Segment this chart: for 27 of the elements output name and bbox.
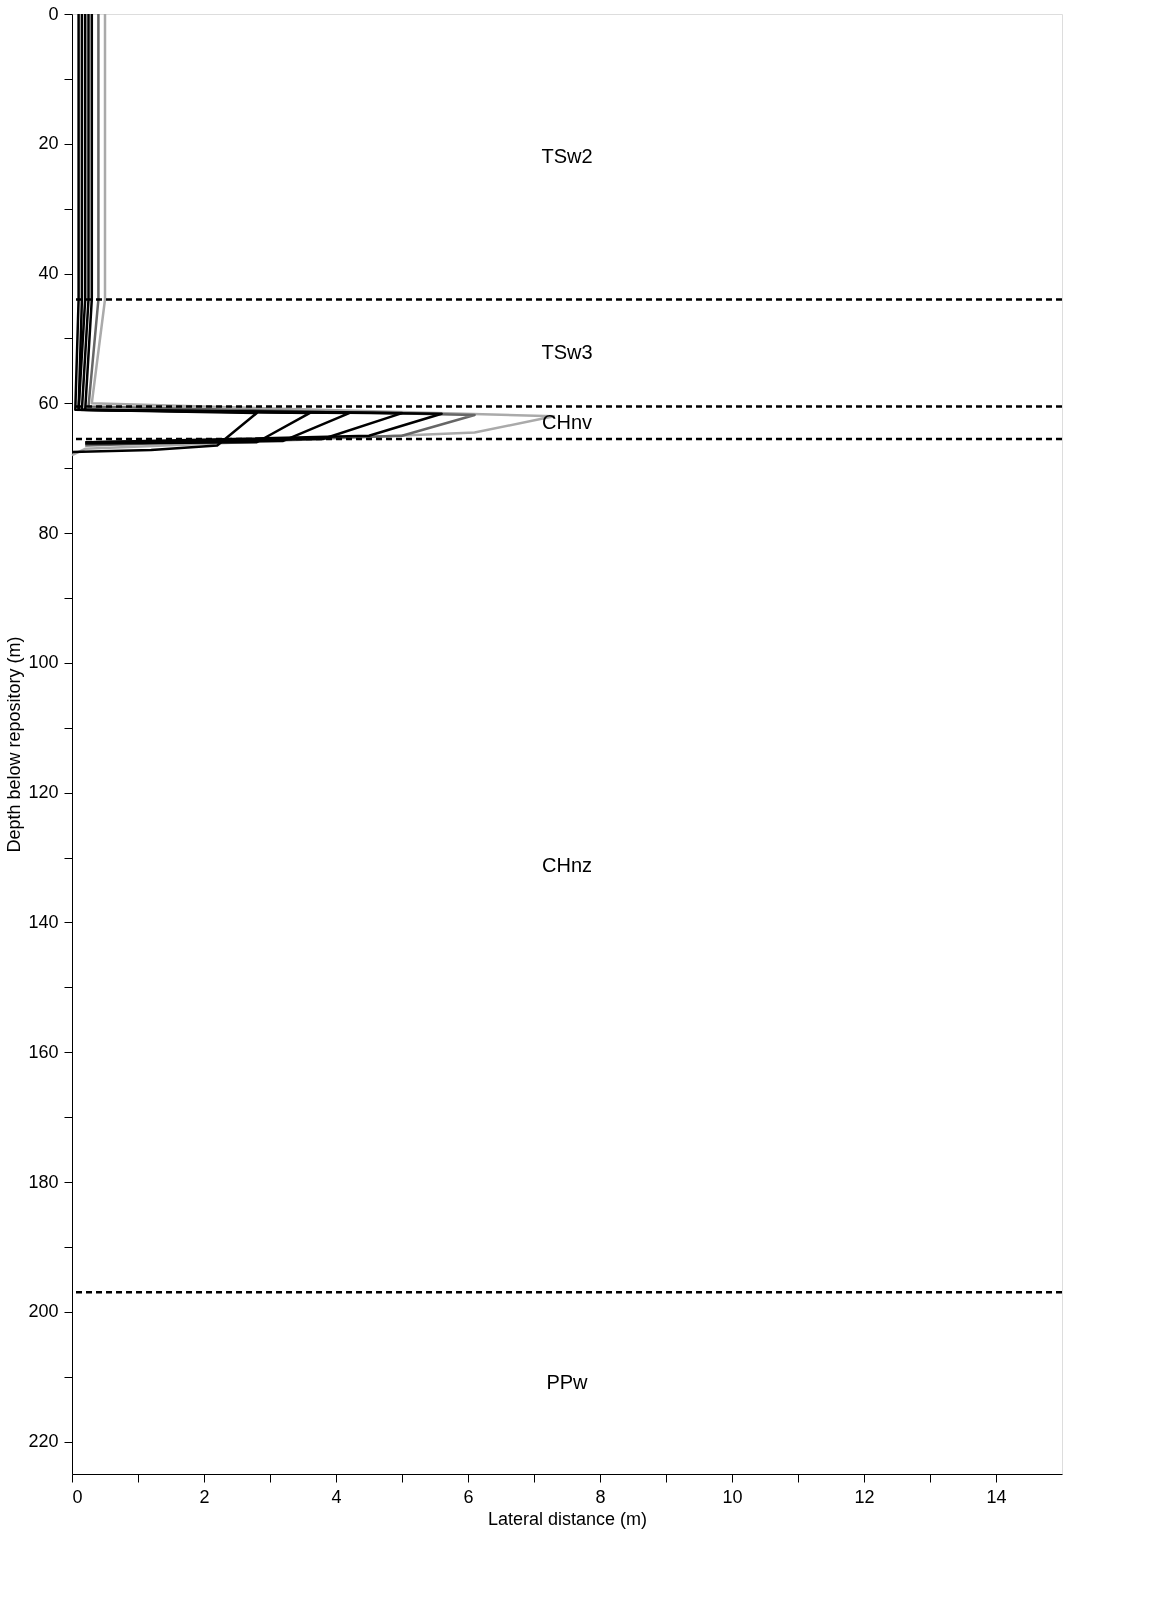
- y-tick-label: 100: [28, 652, 59, 673]
- y-tick-label: 140: [28, 911, 59, 932]
- x-tick-label: 0: [72, 1486, 83, 1507]
- y-tick-label: 220: [28, 1431, 59, 1452]
- y-axis-title: Depth below repository (m): [4, 636, 25, 853]
- x-tick-label: 2: [199, 1486, 210, 1507]
- x-tick-label: 12: [854, 1486, 875, 1507]
- annotation: CHnv: [541, 410, 593, 433]
- x-tick-label: 4: [331, 1486, 342, 1507]
- y-tick-label: 20: [38, 133, 59, 154]
- x-tick-label: 10: [722, 1486, 743, 1507]
- annotation: TSw2: [541, 144, 593, 167]
- x-tick-label: 8: [595, 1486, 606, 1507]
- y-tick-label: 0: [48, 3, 59, 24]
- y-tick-label: 120: [28, 782, 59, 803]
- annotation: PPw: [546, 1371, 589, 1394]
- y-tick-label: 180: [28, 1171, 59, 1192]
- y-tick-label: 200: [28, 1301, 59, 1322]
- annotation: CHnz: [541, 853, 593, 876]
- x-axis-title: Lateral distance (m): [487, 1508, 648, 1529]
- y-tick-label: 80: [38, 522, 59, 543]
- y-tick-label: 60: [38, 392, 59, 413]
- x-tick-label: 6: [463, 1486, 474, 1507]
- x-tick-label: 14: [986, 1486, 1007, 1507]
- y-tick-label: 160: [28, 1041, 59, 1062]
- annotation: TSw3: [541, 341, 593, 364]
- y-tick-label: 40: [38, 263, 59, 284]
